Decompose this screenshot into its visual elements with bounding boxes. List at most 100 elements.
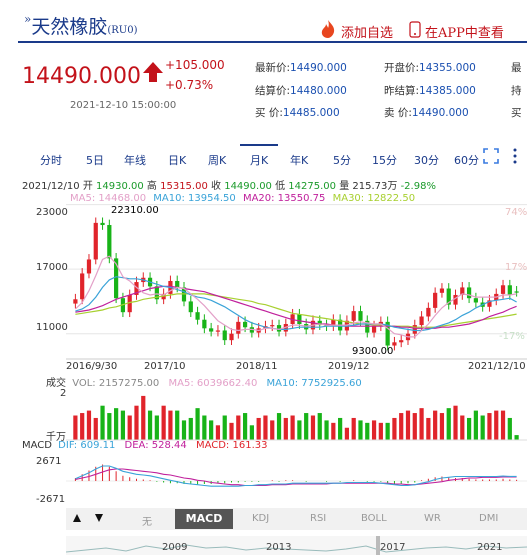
vol-value: VOL: 2157275.00 (72, 378, 160, 389)
period-tab[interactable]: 周K (208, 154, 227, 167)
volume-bar (433, 410, 438, 440)
indicator-tab-boll[interactable]: BOLL (361, 513, 387, 524)
price-change: +105.000 (165, 58, 225, 72)
volume-bar (276, 413, 282, 440)
candle-body (399, 340, 404, 343)
current-price: 14490.000 (22, 64, 141, 89)
pct-axis-mid: 17% (505, 262, 527, 273)
quote-field: 最 (511, 56, 522, 75)
volume-bar (93, 417, 98, 440)
indicator-tab-dmi[interactable]: DMI (479, 513, 499, 524)
x-axis-label: 2018/11 (236, 361, 278, 372)
period-tab[interactable]: 年K (290, 154, 309, 167)
candle-body (507, 285, 512, 295)
volume-bar (229, 422, 234, 440)
price-axis-top: 23000 (36, 207, 68, 218)
macd-dea: DEA: 528.44 (124, 440, 187, 451)
candle-body (426, 307, 431, 317)
info-high: 15315.00 (160, 181, 208, 192)
candle-body (80, 273, 85, 300)
volume-bar (195, 408, 200, 440)
candle-body (127, 294, 132, 313)
volume-bar (100, 405, 105, 440)
info-low: 14275.00 (288, 181, 337, 192)
prev-triangle-icon[interactable] (72, 513, 82, 523)
period-tab[interactable]: 15分 (372, 154, 397, 167)
volume-bar (297, 420, 302, 440)
candle-body (93, 222, 98, 260)
period-tab[interactable]: 5分 (333, 154, 351, 167)
indicator-tab-wr[interactable]: WR (424, 513, 441, 524)
period-tab[interactable]: 日K (168, 154, 187, 167)
navigator-year: 2009 (162, 542, 188, 553)
volume-bar (209, 420, 214, 440)
flame-icon (321, 20, 335, 38)
add-watchlist-button[interactable]: 添加自选 (341, 26, 394, 41)
period-tab[interactable]: 60分 (454, 154, 479, 167)
x-axis-label: 2019/12 (328, 361, 370, 372)
volume-bar (426, 417, 431, 440)
indicator-tab-macd[interactable]: MACD (175, 509, 233, 529)
quote-field: 结算价:14480.000 (255, 79, 347, 98)
macd-axis-bottom: -2671 (36, 494, 66, 505)
indicator-tab-rsi[interactable]: RSI (310, 513, 327, 524)
volume-bar (385, 422, 390, 440)
macd-legend: MACD DIF: 609.11 DEA: 528.44 MACD: 161.3… (22, 440, 267, 451)
indicator-tab-none[interactable]: 无 (142, 517, 152, 528)
vol-title: 成交 (46, 378, 66, 389)
volume-bar (168, 410, 173, 440)
volume-bar (263, 415, 268, 440)
indicator-tab-kdj[interactable]: KDJ (252, 513, 270, 524)
period-tab[interactable]: 年线 (124, 154, 146, 167)
candle-body (86, 259, 92, 274)
candle-body (154, 286, 159, 300)
open-app-button[interactable]: 在APP中查看 (425, 26, 504, 41)
candle-body (276, 325, 282, 332)
quote-field-label: 结算价: (255, 85, 291, 97)
volume-bar (378, 422, 383, 440)
ma10-value: MA10: 13954.50 (153, 193, 236, 204)
candle-body (73, 299, 78, 304)
volume-bar (134, 405, 139, 440)
candle-body (433, 292, 438, 308)
quote-field: 买 (511, 101, 522, 120)
quote-field-value: 14480.000 (290, 85, 347, 97)
macd-value: MACD: 161.33 (195, 440, 268, 451)
volume-bar (331, 422, 336, 440)
period-tab[interactable]: 分时 (40, 154, 62, 167)
x-axis-label: 2021/12/10 (468, 361, 526, 372)
candle-body (195, 312, 200, 320)
volume-bar (453, 405, 458, 440)
vol-axis-unit: 千万 (46, 432, 66, 443)
more-menu-icon[interactable] (512, 147, 518, 165)
phone-icon (409, 21, 421, 38)
candle-body (229, 333, 234, 341)
volume-legend: 成交 VOL: 2157275.00 MA5: 6039662.40 MA10:… (46, 374, 362, 389)
volume-bar (73, 415, 78, 440)
period-tab[interactable]: 30分 (414, 154, 439, 167)
active-tab-indicator (240, 144, 278, 170)
period-tab[interactable]: 5日 (86, 154, 104, 167)
volume-bar (188, 417, 193, 440)
candle-body (175, 280, 180, 288)
period-tab[interactable]: 月K (250, 154, 269, 167)
info-open-label: 开 (82, 181, 93, 192)
candle-body (188, 301, 193, 313)
info-date: 2021/12/10 (22, 181, 80, 192)
range-navigator[interactable] (66, 536, 527, 555)
quote-field-value: 14385.000 (419, 85, 476, 97)
fullscreen-icon[interactable] (483, 148, 499, 164)
candle-body (473, 298, 478, 303)
next-triangle-icon[interactable] (94, 513, 104, 523)
candle-body (331, 319, 336, 327)
macd-axis-top: 2671 (36, 456, 62, 467)
title-mark-icon: » (24, 12, 32, 26)
candle-body (202, 319, 207, 329)
candle-body (514, 291, 519, 293)
candle-body (236, 321, 241, 334)
volume-bar (473, 410, 478, 440)
quote-field: 持 (511, 79, 522, 98)
ma20-value: MA20: 13550.75 (242, 193, 326, 204)
ma-legend: MA5: 14468.00 MA10: 13954.50 MA20: 13550… (70, 193, 415, 204)
